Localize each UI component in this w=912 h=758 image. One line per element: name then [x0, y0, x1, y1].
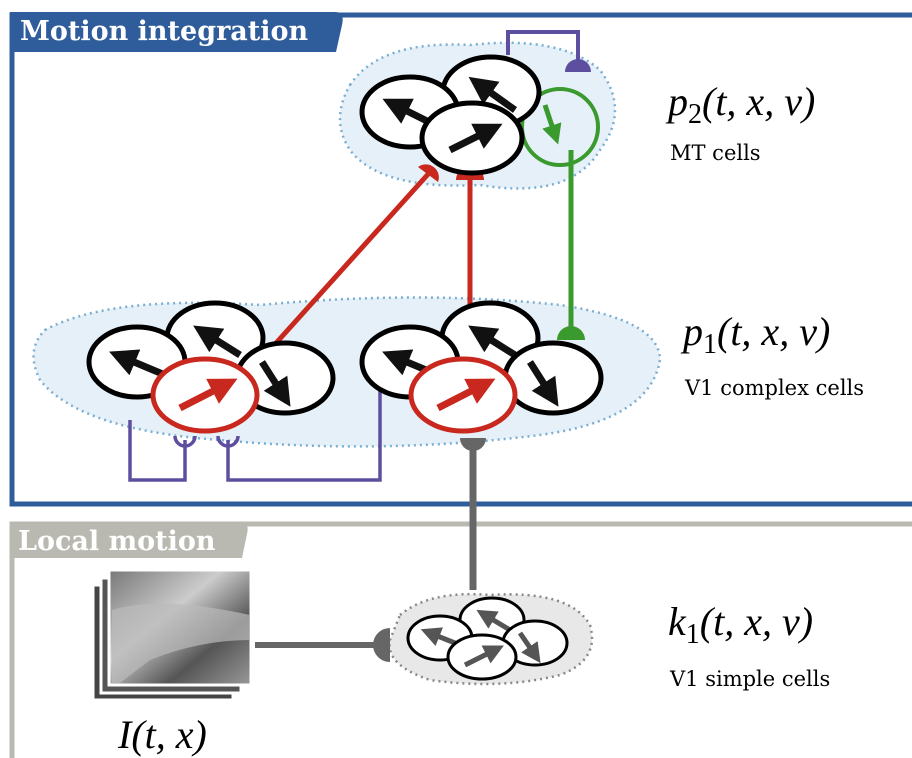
input-label: I(t, x) [117, 712, 207, 757]
caption: V1 complex cells [684, 376, 864, 400]
panel-title: Motion integration [20, 16, 309, 47]
args: (t, x, v) [717, 309, 830, 354]
panel-tab [10, 12, 343, 52]
panel-border [9, 12, 912, 507]
math-label: k1(t, x, v) [668, 599, 813, 650]
simple-cells [406, 596, 569, 681]
complex-cells [86, 300, 604, 434]
subscript: 1 [686, 619, 700, 650]
symbol: p [665, 79, 688, 124]
input-image [91, 568, 253, 702]
symbol: p [680, 309, 703, 354]
symbol: k [668, 599, 687, 644]
panel-title: Local motion [18, 526, 216, 557]
mt-cells [359, 54, 600, 176]
math-label: p1(t, x, v) [680, 309, 830, 360]
args: (t, x, v) [702, 79, 815, 124]
math-label: p2(t, x, v) [665, 79, 815, 130]
subscript: 1 [703, 329, 717, 360]
caption: V1 simple cells [669, 667, 830, 691]
panel-tab [10, 522, 248, 558]
args: (t, x, v) [700, 599, 813, 644]
caption: MT cells [670, 141, 761, 165]
subscript: 2 [688, 99, 702, 130]
